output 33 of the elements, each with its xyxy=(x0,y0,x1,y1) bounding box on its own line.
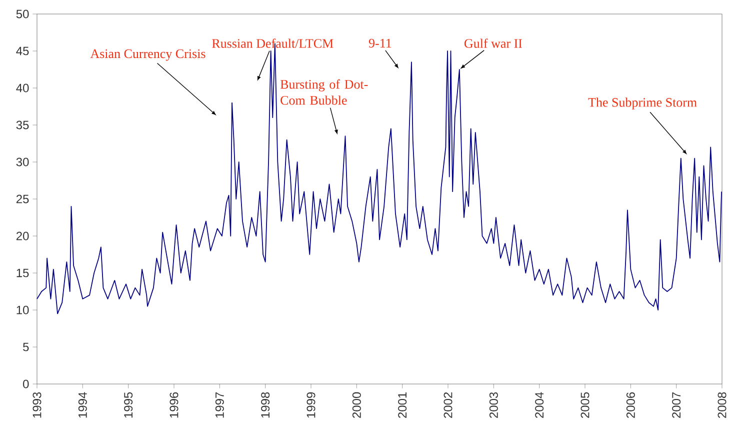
x-tick-label: 1997 xyxy=(215,392,224,418)
y-tick-label: 20 xyxy=(16,232,29,240)
annotation: Gulf war II xyxy=(464,38,522,48)
annotation: The Subprime Storm xyxy=(588,98,697,110)
y-tick-label: 40 xyxy=(16,84,29,92)
x-tick-label: 2004 xyxy=(535,392,544,418)
y-tick-label: 15 xyxy=(16,268,29,278)
x-tick-label: 1996 xyxy=(170,392,178,418)
x-tick-label: 2008 xyxy=(718,392,726,418)
x-tick-label: 2006 xyxy=(626,392,635,418)
annotation: 9-11 xyxy=(368,38,392,48)
annotation: Asian Currency Crisis xyxy=(90,49,206,61)
annotation: Bursting of Dot-Com Bubble xyxy=(280,79,368,105)
x-tick-label: 2005 xyxy=(580,392,590,418)
y-tick-label: 25 xyxy=(16,194,29,204)
x-tick-label: 2000 xyxy=(352,392,361,418)
y-tick-label: 10 xyxy=(16,306,29,314)
y-tick-label: 0 xyxy=(23,380,29,388)
y-tick-label: 5 xyxy=(23,342,29,352)
x-tick-label: 2001 xyxy=(398,392,407,418)
annotation: Russian Default/LTCM xyxy=(212,38,334,48)
x-tick-label: 2003 xyxy=(489,392,498,418)
y-tick-label: 35 xyxy=(16,120,29,130)
y-tick-label: 30 xyxy=(16,158,29,166)
x-tick-label: 2002 xyxy=(444,392,452,418)
x-tick-label: 1998 xyxy=(261,392,270,418)
x-tick-label: 1994 xyxy=(78,392,87,418)
x-tick-label: 1993 xyxy=(32,392,42,418)
x-tick-label: 1999 xyxy=(306,392,316,418)
y-tick-label: 50 xyxy=(16,10,29,18)
x-tick-label: 2007 xyxy=(672,392,681,418)
y-tick-label: 45 xyxy=(16,46,29,56)
x-tick-label: 1995 xyxy=(124,392,133,418)
